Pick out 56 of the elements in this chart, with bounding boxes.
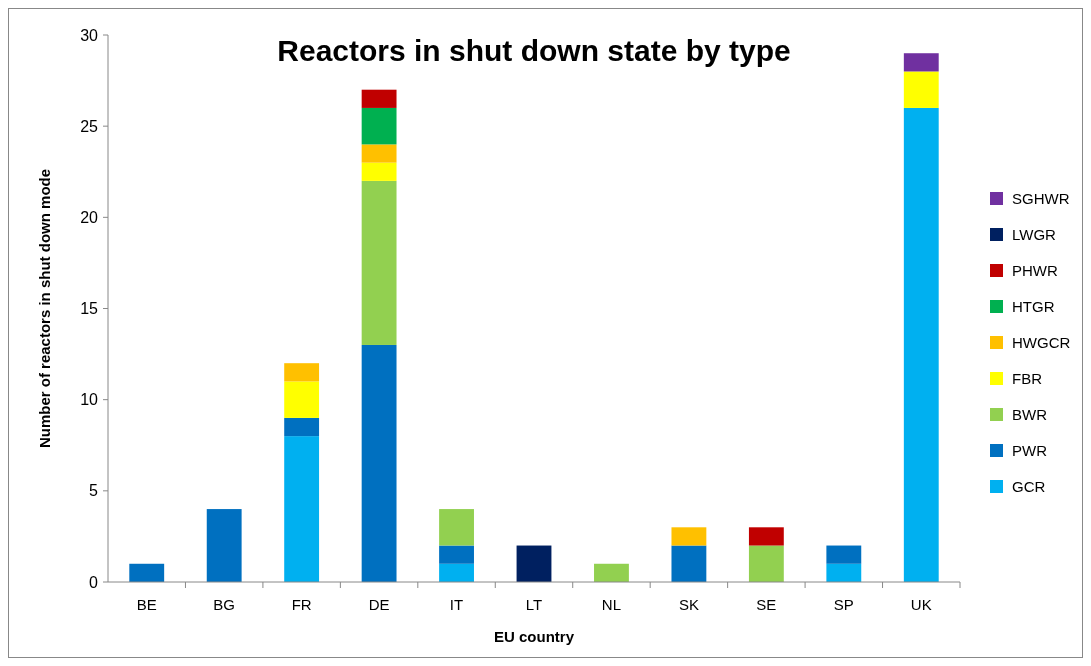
- bar: [439, 563, 474, 582]
- legend-label: FBR: [1012, 369, 1043, 387]
- bar: [439, 509, 474, 546]
- bar: [594, 563, 629, 582]
- bar: [361, 89, 397, 108]
- x-axis-title: EU country: [493, 628, 575, 645]
- bar: [903, 71, 939, 108]
- bar: [516, 545, 552, 582]
- legend-label: HWGCR: [1012, 333, 1071, 351]
- x-tick-label: NL: [601, 596, 622, 613]
- bar: [903, 107, 939, 582]
- bar: [129, 563, 165, 582]
- bar: [748, 545, 784, 582]
- bar: [284, 381, 320, 418]
- y-tick-label: 15: [80, 300, 99, 318]
- x-tick-label: DE: [368, 596, 390, 613]
- x-tick-label: UK: [910, 596, 932, 613]
- y-axis-title: Number of reactors in shut down mode: [36, 168, 53, 449]
- x-tick-label: SK: [678, 596, 699, 613]
- bar: [826, 545, 862, 564]
- y-tick-label: 25: [80, 117, 99, 135]
- x-tick-label: SE: [756, 596, 777, 613]
- bar: [284, 417, 320, 437]
- legend-label: SGHWR: [1012, 189, 1070, 207]
- bar: [903, 53, 939, 72]
- x-tick-label: IT: [449, 596, 464, 613]
- legend-label: HTGR: [1012, 297, 1055, 315]
- legend-label: BWR: [1012, 405, 1048, 423]
- legend-label: PHWR: [1012, 261, 1058, 279]
- bar: [671, 527, 707, 546]
- x-tick-label: BG: [213, 596, 236, 613]
- x-tick-label: BE: [136, 596, 157, 613]
- bar: [361, 162, 397, 181]
- legend-label: LWGR: [1012, 225, 1057, 243]
- y-tick-label: 10: [80, 391, 99, 409]
- bar: [361, 344, 397, 582]
- y-tick-label: 0: [89, 573, 99, 591]
- bar: [361, 107, 397, 145]
- y-tick-label: 20: [80, 208, 99, 226]
- bar: [748, 527, 784, 546]
- legend-label: GCR: [1012, 477, 1046, 495]
- y-tick-label: 30: [80, 26, 99, 44]
- x-tick-label: SP: [833, 596, 854, 613]
- x-tick-label: LT: [525, 596, 543, 613]
- bar: [671, 545, 707, 582]
- bar: [826, 563, 862, 582]
- bar: [284, 363, 320, 382]
- legend-label: PWR: [1012, 441, 1048, 459]
- bar: [439, 545, 474, 564]
- bar: [284, 436, 320, 582]
- y-tick-label: 5: [89, 482, 99, 500]
- bar: [206, 509, 242, 582]
- x-tick-label: FR: [291, 596, 312, 613]
- bar: [361, 180, 397, 345]
- bar: [361, 144, 397, 163]
- chart-title: Reactors in shut down state by type: [277, 34, 791, 67]
